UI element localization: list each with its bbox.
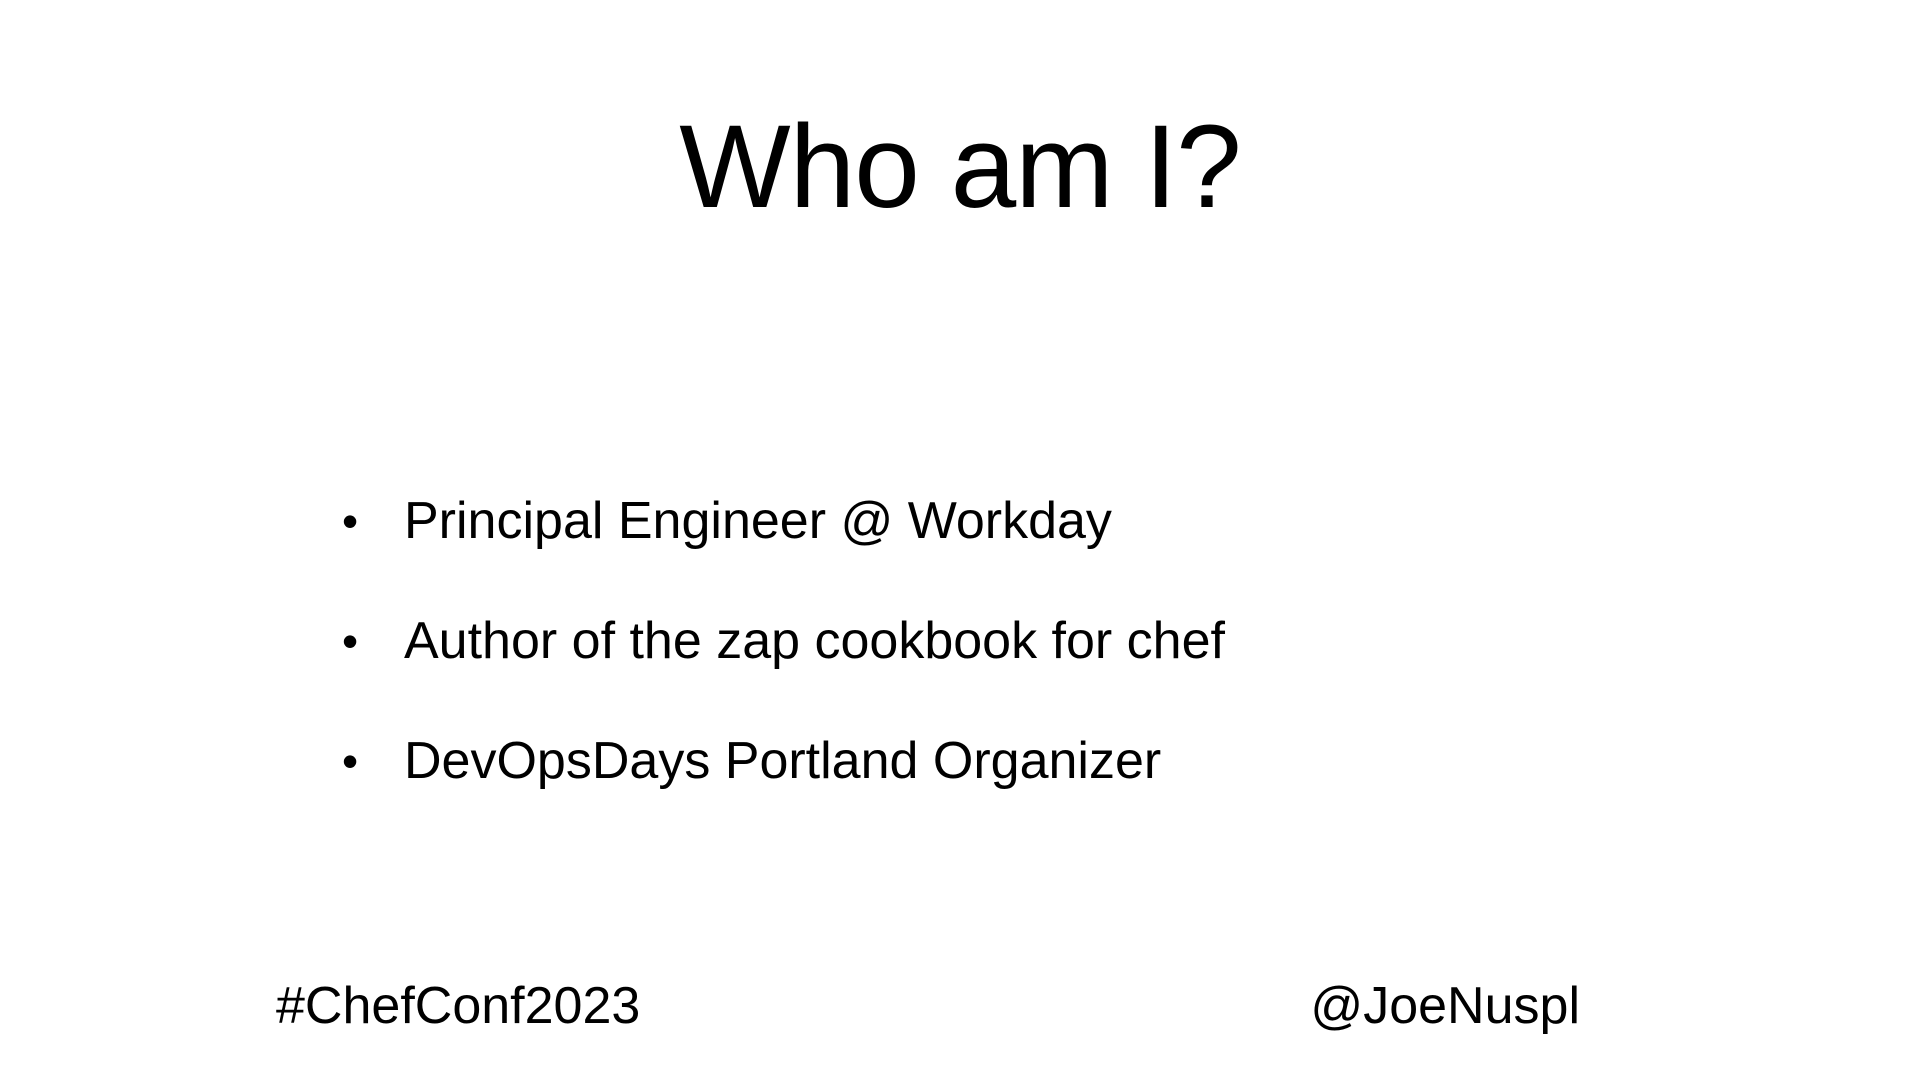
bullet-text: DevOpsDays Portland Organizer bbox=[404, 732, 1162, 790]
bullet-dot-icon: • bbox=[342, 495, 359, 547]
bullet-dot-icon: • bbox=[342, 615, 359, 667]
footer-handle: @JoeNuspl bbox=[1310, 977, 1580, 1035]
slide-title: Who am I? bbox=[679, 101, 1242, 233]
bullet-text: Principal Engineer @ Workday bbox=[404, 492, 1112, 550]
footer-hashtag: #ChefConf2023 bbox=[276, 977, 641, 1035]
bullet-text: Author of the zap cookbook for chef bbox=[404, 612, 1225, 670]
bullet-dot-icon: • bbox=[342, 735, 359, 787]
